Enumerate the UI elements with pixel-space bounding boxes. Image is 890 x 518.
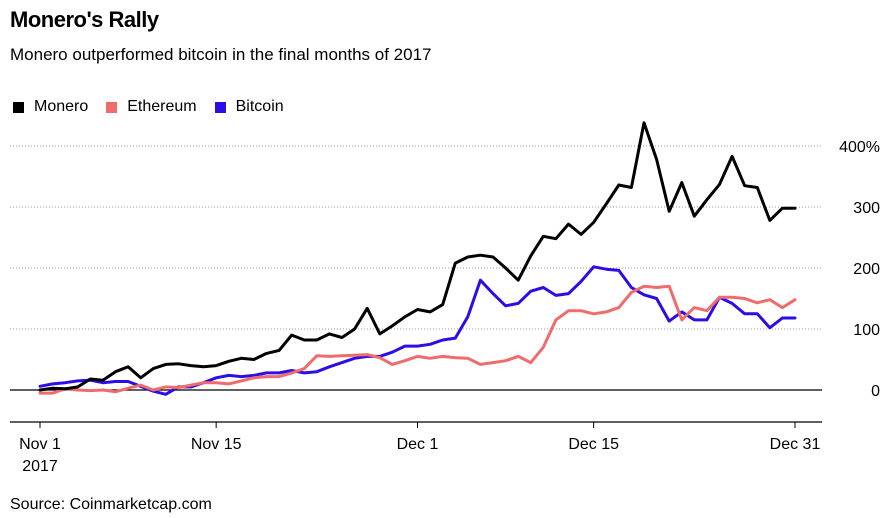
source-note: Source: Coinmarketcap.com [10, 496, 212, 513]
y-tick-label-100: 100 [853, 322, 880, 339]
x-tick-label-2017-12-31: Dec 31 [770, 436, 821, 453]
y-tick-label-300: 300 [853, 200, 880, 217]
legend-swatch-ethereum [106, 101, 118, 113]
series-line-monero [38, 121, 797, 392]
x-tick-sublabel-2017-11-01: 2017 [22, 458, 58, 475]
chart-subtitle: Monero outperformed bitcoin in the final… [10, 45, 432, 64]
x-tick-label-2017-11-01: Nov 1 [19, 436, 61, 453]
y-tick-label-400: 400% [839, 139, 880, 156]
legend-label-ethereum: Ethereum [127, 98, 197, 115]
legend-swatch-bitcoin [214, 101, 226, 113]
legend-item-ethereum: Ethereum [106, 98, 197, 116]
legend-label-monero: Monero [34, 98, 89, 115]
x-tick-label-2017-11-15: Nov 15 [191, 436, 242, 453]
x-tick-label-2017-12-15: Dec 15 [568, 436, 619, 453]
series-line-ethereum [38, 284, 797, 395]
y-tick-label-200: 200 [853, 261, 880, 278]
legend-label-bitcoin: Bitcoin [235, 98, 284, 115]
legend-item-monero: Monero [13, 98, 88, 116]
x-tick-label-2017-12-01: Dec 1 [397, 436, 439, 453]
legend-swatch-monero [13, 101, 24, 113]
legend: Monero Ethereum Bitcoin [13, 98, 302, 116]
series-line-bitcoin [38, 265, 797, 396]
y-tick-label-0: 0 [871, 383, 880, 400]
chart-title: Monero's Rally [10, 7, 159, 32]
legend-item-bitcoin: Bitcoin [214, 98, 284, 116]
